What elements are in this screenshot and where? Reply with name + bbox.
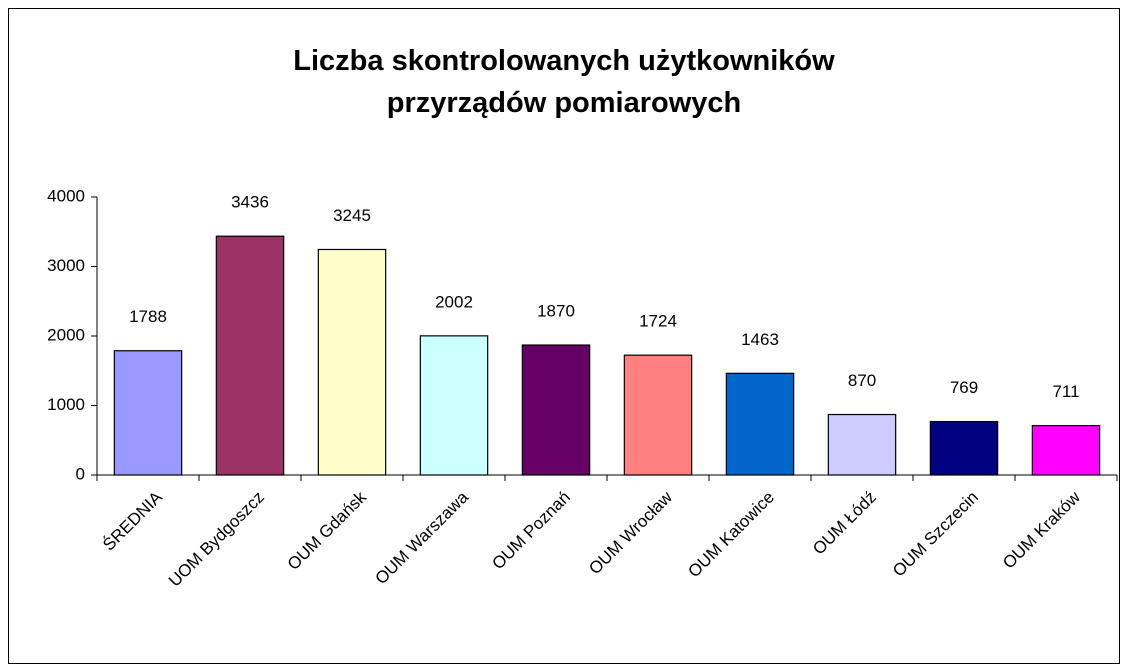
bar: [725, 372, 795, 476]
bar: [215, 235, 285, 476]
y-tick-label: 3000: [47, 256, 85, 275]
bar: [419, 335, 489, 476]
x-tick-label: OUM Gdańsk: [284, 487, 371, 574]
bar: [929, 420, 999, 476]
x-tick-label: OUM Łódź: [809, 488, 880, 559]
x-tick-label: UOM Bydgoszcz: [165, 488, 268, 591]
bar: [113, 350, 183, 476]
y-tick-label: 2000: [47, 325, 85, 344]
data-label: 1788: [129, 307, 167, 326]
bar: [521, 344, 591, 476]
data-label: 2002: [435, 292, 473, 311]
bar: [827, 413, 897, 476]
x-tick-label: OUM Kraków: [999, 487, 1084, 572]
y-tick-label: 0: [76, 464, 85, 483]
x-tick-label: OUM Katowice: [684, 488, 778, 582]
x-tick-label: ŚREDNIA: [99, 487, 166, 554]
data-label: 3436: [231, 193, 269, 212]
data-label: 870: [848, 371, 876, 390]
x-tick-label: OUM Poznań: [488, 488, 574, 574]
x-tick-label: OUM Wrocław: [585, 487, 676, 578]
x-tick-label: OUM Warszawa: [372, 487, 473, 588]
chart-frame: [8, 8, 1120, 664]
bar: [317, 248, 387, 476]
bar: [623, 354, 693, 476]
y-tick-label: 1000: [47, 395, 85, 414]
data-label: 1724: [639, 312, 677, 331]
data-label: 1463: [741, 330, 779, 349]
y-tick-label: 4000: [47, 186, 85, 205]
data-label: 769: [950, 378, 978, 397]
data-label: 711: [1052, 382, 1079, 401]
data-label: 1870: [537, 302, 575, 321]
data-label: 3245: [333, 206, 371, 225]
chart-title: Liczba skontrolowanych użytkowników przy…: [293, 45, 835, 119]
bar: [1031, 424, 1101, 476]
x-tick-label: OUM Szczecin: [889, 488, 982, 581]
